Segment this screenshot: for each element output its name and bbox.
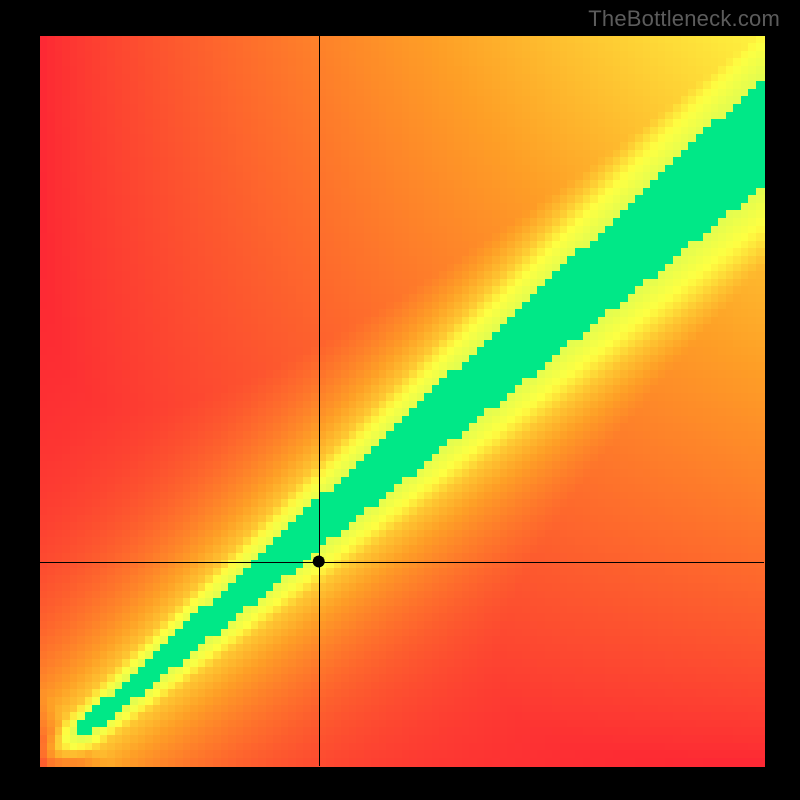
- watermark-text: TheBottleneck.com: [588, 6, 780, 32]
- bottleneck-heatmap-canvas: [0, 0, 800, 800]
- chart-container: TheBottleneck.com: [0, 0, 800, 800]
